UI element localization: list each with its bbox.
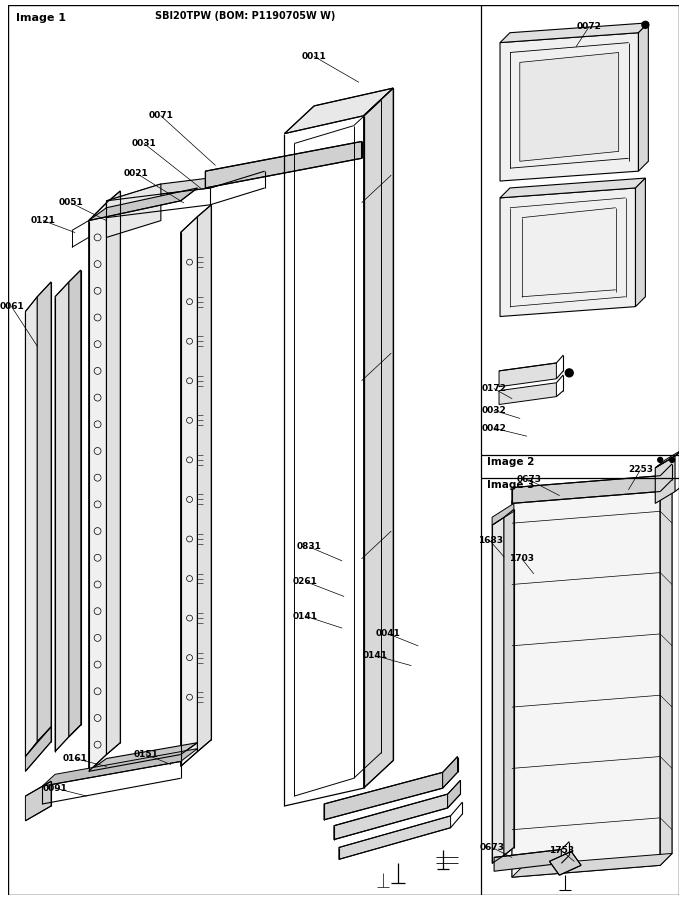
- Polygon shape: [55, 282, 69, 752]
- Polygon shape: [25, 297, 37, 757]
- Polygon shape: [107, 184, 161, 238]
- Polygon shape: [500, 32, 638, 181]
- Text: 0071: 0071: [149, 112, 173, 121]
- Text: 2253: 2253: [628, 465, 653, 474]
- Text: Image 2: Image 2: [487, 457, 534, 467]
- Polygon shape: [198, 205, 211, 752]
- Polygon shape: [324, 772, 443, 820]
- Polygon shape: [447, 780, 460, 808]
- Text: 0141: 0141: [363, 652, 388, 661]
- Polygon shape: [89, 188, 198, 220]
- Text: 0091: 0091: [43, 784, 67, 793]
- Polygon shape: [655, 456, 675, 503]
- Text: 0673: 0673: [516, 475, 541, 484]
- Polygon shape: [500, 22, 648, 42]
- Circle shape: [642, 22, 649, 28]
- Polygon shape: [25, 781, 51, 821]
- Polygon shape: [512, 853, 672, 878]
- Polygon shape: [205, 141, 362, 188]
- Text: 0673: 0673: [479, 843, 504, 852]
- Polygon shape: [520, 52, 619, 161]
- Polygon shape: [69, 270, 81, 737]
- Text: 0061: 0061: [0, 302, 24, 311]
- Text: Image 3: Image 3: [487, 480, 534, 490]
- Polygon shape: [500, 188, 636, 317]
- Text: 1753: 1753: [549, 846, 574, 855]
- Text: 0051: 0051: [58, 198, 84, 207]
- Polygon shape: [499, 363, 556, 387]
- Text: 0161: 0161: [62, 754, 88, 763]
- Text: 1703: 1703: [509, 554, 534, 563]
- Text: 1683: 1683: [477, 536, 502, 545]
- Text: 0011: 0011: [301, 52, 327, 61]
- Polygon shape: [443, 757, 458, 788]
- Text: 0032: 0032: [481, 406, 507, 415]
- Polygon shape: [636, 178, 645, 307]
- Text: 0141: 0141: [293, 612, 318, 621]
- Text: 0831: 0831: [297, 543, 322, 552]
- Text: Image 1: Image 1: [16, 13, 65, 22]
- Polygon shape: [37, 282, 51, 742]
- Text: 0261: 0261: [293, 577, 318, 586]
- Polygon shape: [492, 518, 504, 863]
- Text: 0021: 0021: [124, 168, 149, 177]
- Circle shape: [669, 457, 674, 463]
- Polygon shape: [500, 178, 645, 198]
- Circle shape: [658, 457, 663, 463]
- Text: 0151: 0151: [134, 750, 158, 759]
- Polygon shape: [42, 749, 198, 787]
- Text: 0042: 0042: [481, 424, 507, 433]
- Polygon shape: [638, 22, 648, 171]
- Polygon shape: [655, 448, 679, 468]
- Polygon shape: [660, 478, 672, 865]
- Text: 0172: 0172: [481, 384, 507, 393]
- Polygon shape: [107, 191, 120, 754]
- Polygon shape: [512, 490, 660, 878]
- Polygon shape: [363, 88, 393, 788]
- Text: 0072: 0072: [576, 22, 602, 32]
- Polygon shape: [339, 816, 451, 860]
- Polygon shape: [25, 727, 51, 771]
- Polygon shape: [499, 382, 556, 404]
- Text: 0041: 0041: [376, 629, 401, 638]
- Text: SBI20TPW (BOM: P1190705W W): SBI20TPW (BOM: P1190705W W): [155, 11, 335, 21]
- Polygon shape: [181, 217, 198, 767]
- Polygon shape: [549, 851, 581, 875]
- Polygon shape: [107, 171, 265, 201]
- Circle shape: [566, 369, 573, 377]
- Text: 0031: 0031: [132, 139, 156, 148]
- Polygon shape: [334, 794, 447, 840]
- Polygon shape: [512, 478, 672, 501]
- Polygon shape: [89, 202, 107, 771]
- Polygon shape: [492, 503, 514, 525]
- Polygon shape: [512, 476, 660, 503]
- Polygon shape: [494, 850, 562, 871]
- Polygon shape: [504, 509, 514, 855]
- Polygon shape: [89, 742, 198, 771]
- Text: 0121: 0121: [31, 216, 56, 225]
- Polygon shape: [285, 88, 393, 133]
